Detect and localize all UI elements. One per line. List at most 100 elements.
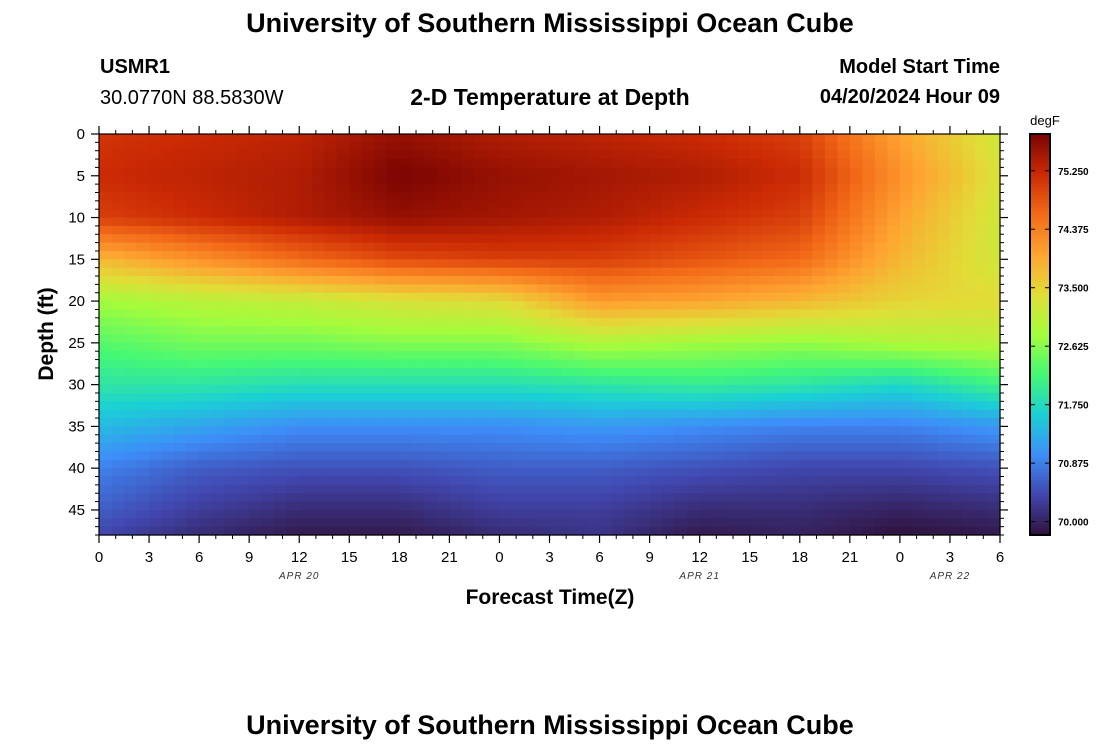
heatmap-cell: [149, 150, 163, 160]
heatmap-cell: [386, 401, 400, 411]
heatmap-cell: [299, 200, 313, 210]
heatmap-cell: [837, 159, 851, 169]
heatmap-cell: [749, 351, 763, 361]
heatmap-cell: [624, 175, 638, 185]
heatmap-cell: [449, 301, 463, 311]
heatmap-cell: [161, 234, 175, 244]
heatmap-cell: [124, 301, 138, 311]
heatmap-cell: [111, 468, 125, 478]
heatmap-cell: [136, 301, 150, 311]
heatmap-cell: [774, 317, 788, 327]
heatmap-cell: [474, 167, 488, 177]
heatmap-cell: [461, 175, 476, 185]
heatmap-cell: [624, 301, 638, 311]
heatmap-cell: [199, 484, 213, 494]
heatmap-cell: [211, 292, 225, 302]
heatmap-cell: [311, 267, 325, 277]
chart-title: University of Southern Mississippi Ocean…: [246, 8, 854, 38]
heatmap-cell: [99, 284, 113, 294]
heatmap-cell: [649, 493, 663, 503]
heatmap-cell: [837, 142, 851, 152]
heatmap-cell: [299, 426, 313, 436]
heatmap-cell: [887, 225, 901, 235]
heatmap-cell: [424, 217, 438, 227]
heatmap-cell: [386, 451, 400, 461]
x-tick-label: 6: [996, 549, 1004, 566]
heatmap-cell: [937, 401, 951, 411]
heatmap-cell: [336, 317, 350, 327]
heatmap-cell: [812, 326, 826, 336]
heatmap-cell: [236, 234, 250, 244]
heatmap-cell: [887, 476, 901, 486]
heatmap-cell: [249, 384, 263, 394]
heatmap-cell: [924, 326, 939, 336]
heatmap-cell: [386, 409, 400, 419]
heatmap-cell: [424, 509, 438, 519]
heatmap-cell: [111, 351, 125, 361]
heatmap-cell: [274, 384, 288, 394]
heatmap-cell: [186, 301, 200, 311]
heatmap-cell: [136, 184, 150, 194]
heatmap-cell: [411, 209, 425, 219]
heatmap-cell: [899, 384, 913, 394]
heatmap-cell: [524, 443, 538, 453]
heatmap-cell: [374, 451, 388, 461]
heatmap-cell: [549, 175, 563, 185]
heatmap-cell: [949, 518, 964, 528]
heatmap-cell: [449, 359, 463, 369]
heatmap-cell: [924, 184, 939, 194]
heatmap-cell: [111, 276, 125, 285]
heatmap-cell: [161, 334, 175, 344]
heatmap-cell: [311, 209, 325, 219]
heatmap-cell: [361, 501, 375, 511]
heatmap-cell: [962, 392, 976, 402]
heatmap-cell: [99, 159, 113, 169]
heatmap-cell: [461, 326, 476, 336]
heatmap-cell: [461, 392, 476, 402]
heatmap-cell: [849, 484, 863, 494]
heatmap-cell: [812, 259, 826, 269]
heatmap-cell: [124, 418, 138, 427]
heatmap-cell: [361, 276, 375, 285]
heatmap-cell: [149, 267, 163, 277]
heatmap-cell: [536, 284, 551, 294]
heatmap-cell: [536, 175, 551, 185]
heatmap-cell: [912, 468, 926, 478]
heatmap-cell: [962, 159, 976, 169]
heatmap-cell: [612, 326, 626, 336]
heatmap-cell: [599, 150, 613, 160]
heatmap-cell: [186, 468, 200, 478]
heatmap-cell: [924, 301, 939, 311]
heatmap-cell: [424, 376, 438, 386]
heatmap-cell: [724, 317, 738, 327]
heatmap-cell: [837, 234, 851, 244]
heatmap-cell: [349, 359, 363, 369]
heatmap-cell: [899, 317, 913, 327]
heatmap-cell: [924, 376, 939, 386]
heatmap-cell: [386, 217, 400, 227]
x-tick-label: 12: [291, 549, 308, 566]
heatmap-cell: [424, 392, 438, 402]
heatmap-cell: [887, 484, 901, 494]
heatmap-cell: [637, 334, 651, 344]
heatmap-cell: [324, 150, 338, 160]
heatmap-cell: [824, 401, 838, 411]
heatmap-cell: [762, 484, 776, 494]
heatmap-cell: [536, 493, 551, 503]
heatmap-cell: [837, 175, 851, 185]
heatmap-cell: [224, 409, 238, 419]
heatmap-cell: [662, 167, 676, 177]
heatmap-cell: [862, 392, 876, 402]
heatmap-cell: [174, 459, 188, 469]
heatmap-cell: [99, 234, 113, 244]
heatmap-cell: [637, 509, 651, 519]
heatmap-cell: [449, 468, 463, 478]
heatmap-cell: [499, 468, 513, 478]
heatmap-cell: [524, 276, 538, 285]
y-axis-label: Depth (ft): [35, 287, 58, 380]
heatmap-cell: [849, 184, 863, 194]
heatmap-cell: [174, 418, 188, 427]
heatmap-cell: [587, 426, 601, 436]
heatmap-cell: [624, 459, 638, 469]
heatmap-cell: [161, 150, 175, 160]
